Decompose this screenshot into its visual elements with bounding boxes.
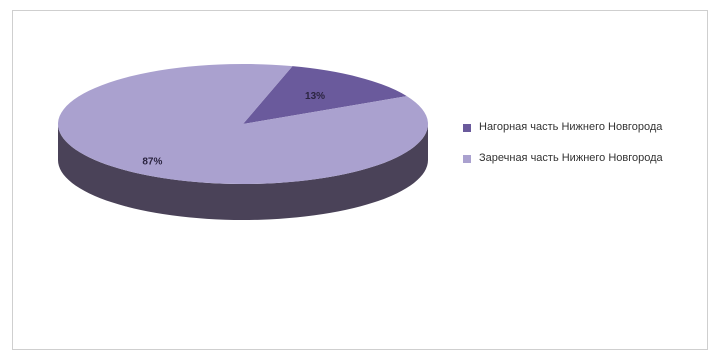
legend-swatch-zarechnaya bbox=[463, 155, 471, 163]
pie-data-label-0: 13% bbox=[305, 91, 325, 102]
legend-item-nagornaya: Нагорная часть Нижнего Новгорода bbox=[463, 119, 703, 136]
pie-sides bbox=[58, 124, 428, 220]
legend-label-zarechnaya: Заречная часть Нижнего Новгорода bbox=[479, 152, 663, 164]
pie-chart: 13% 87% bbox=[57, 63, 428, 220]
pie-slices bbox=[57, 63, 428, 185]
legend-label-nagornaya: Нагорная часть Нижнего Новгорода bbox=[479, 121, 663, 133]
pie-data-labels: 13% 87% bbox=[142, 91, 325, 167]
chart-frame: 13% 87% Нагорная часть Нижнего Новгорода … bbox=[12, 10, 708, 350]
pie-data-label-1: 87% bbox=[142, 156, 162, 167]
legend-swatch-nagornaya bbox=[463, 124, 471, 132]
pie-slice-1 bbox=[57, 63, 428, 185]
pie-slice-0 bbox=[243, 66, 407, 124]
legend: Нагорная часть Нижнего Новгорода Заречна… bbox=[463, 119, 703, 181]
legend-item-zarechnaya: Заречная часть Нижнего Новгорода bbox=[463, 150, 703, 167]
pie-side-1-b bbox=[58, 124, 428, 220]
